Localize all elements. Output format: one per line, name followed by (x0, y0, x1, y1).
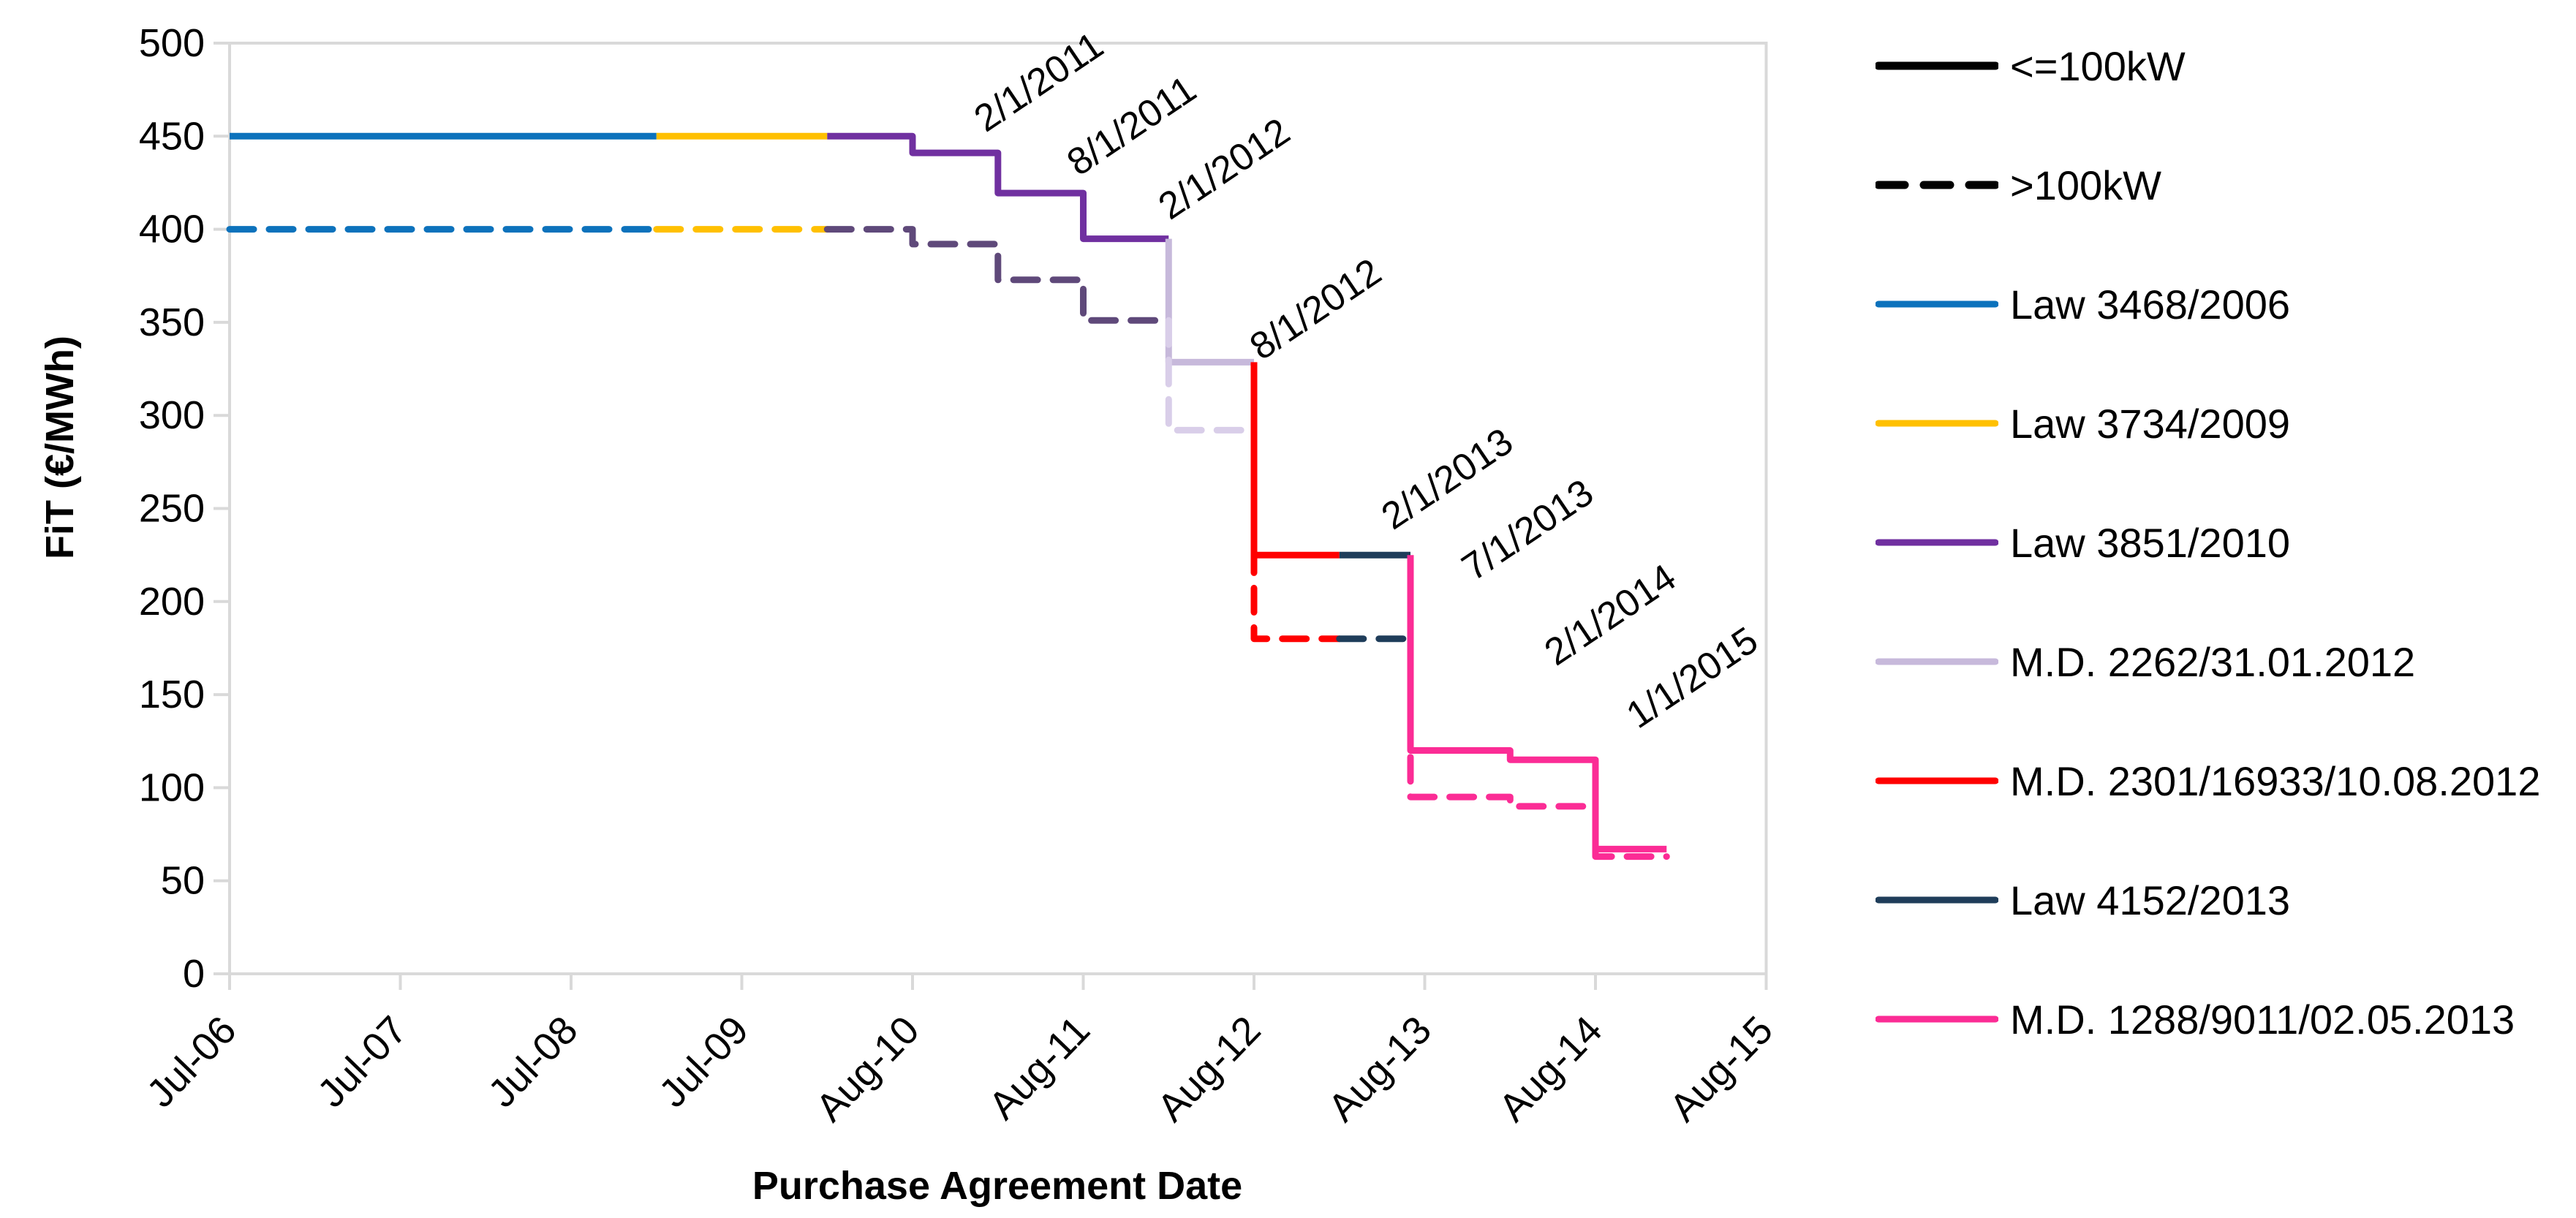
legend-item-law-3734-2009: Law 3734/2009 (1876, 400, 2291, 447)
step-annotation: 8/1/2011 (1060, 68, 1204, 184)
legend-item-law-4152-2013: Law 4152/2013 (1876, 877, 2291, 923)
legend: <=100kW >100kW Law 3468/2006 Law 3734/2009 L… (1876, 0, 2576, 1218)
x-tick-label: Aug-12 (1149, 1008, 1269, 1130)
x-axis-title: Purchase Agreement Date (752, 1164, 1243, 1208)
y-tick-label: 50 (161, 859, 205, 903)
legend-item--100kw: <=100kW (1876, 42, 2186, 89)
y-tick-label: 100 (139, 765, 205, 809)
step-annotation: 2/1/2011 (967, 24, 1111, 140)
legend-line-icon (1876, 300, 1998, 308)
y-tick-label: 300 (139, 393, 205, 437)
y-tick-label: 500 (139, 21, 205, 65)
y-tick-label: 150 (139, 673, 205, 716)
y-tick-label: 450 (139, 114, 205, 158)
x-tick-label: Aug-15 (1661, 1008, 1781, 1130)
series-le100kw-m-d-2262-31-01-2012 (1165, 238, 1254, 366)
series-le100kw-m-d-2301-16933-10-08-2012 (1250, 362, 1340, 559)
series-gt100kw-m-d-2262-31-01-2012 (1165, 317, 1258, 434)
x-tick-label: Jul-08 (480, 1008, 586, 1116)
legend-label: M.D. 2301/16933/10.08.2012 (2010, 757, 2541, 804)
y-tick-label: 0 (183, 952, 205, 996)
legend-line-icon (1876, 539, 1998, 546)
x-tick-label: Aug-11 (981, 1008, 1098, 1128)
legend-label: <=100kW (2010, 42, 2186, 89)
y-tick-label: 350 (139, 300, 205, 344)
y-tick-label: 400 (139, 208, 205, 251)
legend-label: M.D. 1288/9011/02.05.2013 (2010, 996, 2515, 1043)
series-gt100kw-m-d-1288-9011-02-05-2013 (1407, 635, 1670, 860)
legend-item--100kw: >100kW (1876, 162, 2161, 208)
y-axis-title: FiT (€/MWh) (38, 336, 82, 559)
legend-item-law-3468-2006: Law 3468/2006 (1876, 281, 2291, 328)
legend-item-m-d-2262-31-01-2012: M.D. 2262/31.01.2012 (1876, 638, 2416, 685)
legend-line-icon (1876, 61, 1998, 70)
legend-label: M.D. 2262/31.01.2012 (2010, 638, 2416, 685)
legend-line-icon (1876, 420, 1998, 427)
series-gt100kw-m-d-2301-16933-10-08-2012 (1250, 426, 1343, 643)
legend-line-icon (1876, 1015, 1998, 1023)
y-tick-label: 250 (139, 487, 205, 531)
series-le100kw-law-3851-2010 (827, 132, 1169, 243)
legend-item-m-d-2301-16933-10-08-2012: M.D. 2301/16933/10.08.2012 (1876, 757, 2541, 804)
x-tick-label: Aug-13 (1320, 1008, 1440, 1130)
x-tick-label: Aug-14 (1491, 1008, 1611, 1130)
legend-label: Law 3734/2009 (2010, 400, 2291, 447)
step-annotation: 8/1/2012 (1242, 251, 1389, 368)
step-annotation: 7/1/2013 (1454, 472, 1601, 589)
x-tick-label: Jul-06 (138, 1008, 244, 1116)
legend-dashed-line-icon (1876, 181, 1998, 189)
step-annotation: 2/1/2014 (1537, 556, 1683, 674)
legend-item-m-d-1288-9011-02-05-2013: M.D. 1288/9011/02.05.2013 (1876, 996, 2515, 1043)
step-annotation: 2/1/2013 (1374, 420, 1520, 538)
x-tick-label: Jul-07 (309, 1008, 415, 1116)
x-tick-label: Jul-09 (651, 1008, 757, 1116)
legend-line-icon (1876, 896, 1998, 904)
legend-label: >100kW (2010, 162, 2161, 208)
y-tick-label: 200 (139, 580, 205, 624)
x-tick-label: Aug-10 (808, 1008, 928, 1130)
legend-label: Law 3851/2010 (2010, 519, 2291, 566)
legend-line-icon (1876, 658, 1998, 665)
legend-label: Law 3468/2006 (2010, 281, 2291, 328)
step-annotation: 2/1/2012 (1151, 110, 1297, 228)
legend-label: Law 4152/2013 (2010, 877, 2291, 923)
legend-line-icon (1876, 777, 1998, 784)
legend-item-law-3851-2010: Law 3851/2010 (1876, 519, 2291, 566)
series-gt100kw-law-3851-2010 (823, 226, 1172, 324)
step-annotation: 1/1/2015 (1619, 619, 1765, 737)
